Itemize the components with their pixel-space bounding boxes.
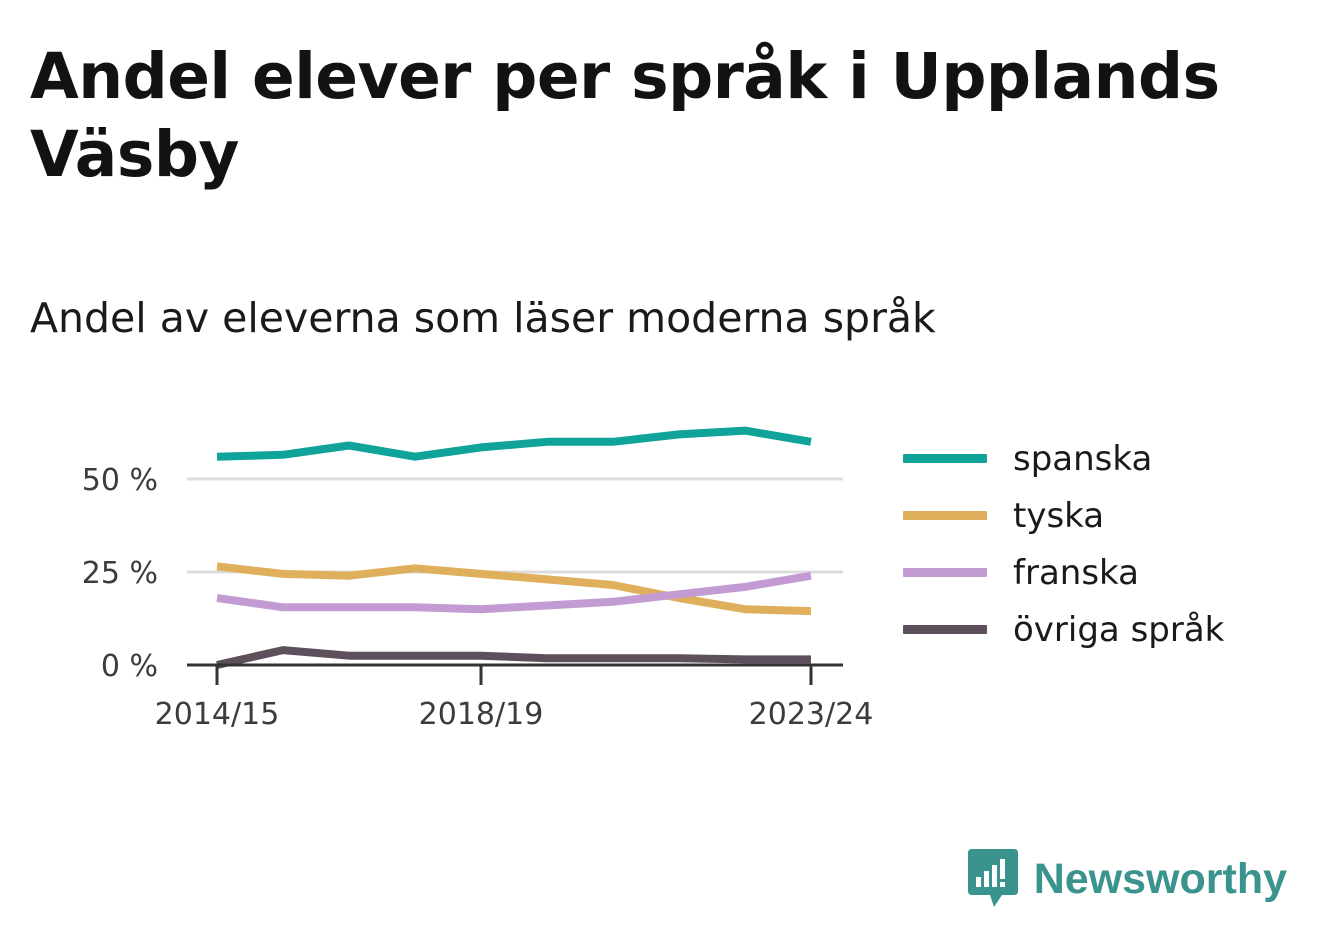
x-tick-label: 2018/19: [419, 697, 544, 732]
legend-item: övriga språk: [903, 601, 1224, 658]
chart-subtitle: Andel av eleverna som läser moderna språ…: [30, 294, 936, 342]
legend-swatch: [903, 625, 987, 634]
series-line-3: [216, 646, 811, 669]
legend-item: franska: [903, 544, 1224, 601]
legend-label: franska: [1013, 552, 1139, 593]
brand-logo: Newsworthy: [967, 849, 1287, 909]
legend-label: övriga språk: [1013, 609, 1225, 650]
x-tick-label: 2023/24: [749, 697, 874, 732]
y-axis-labels: 0 % 25 % 50 %: [82, 463, 158, 684]
brand-name: Newsworthy: [1033, 854, 1287, 903]
x-axis-labels: 2014/15 2018/19 2023/24: [155, 697, 874, 732]
legend-swatch: [903, 568, 987, 577]
legend-item: spanska: [903, 430, 1224, 487]
legend-label: tyska: [1013, 495, 1105, 536]
y-tick-label: 0 %: [101, 649, 158, 684]
chart-title: Andel elever per språk i Upplands Väsby: [30, 40, 1220, 191]
y-tick-label: 25 %: [82, 556, 158, 591]
legend-swatch: [903, 511, 987, 520]
series-line-1: [216, 562, 812, 616]
series-line-2: [216, 571, 812, 614]
legend-item: tyska: [903, 487, 1224, 544]
x-axis: [187, 663, 843, 685]
series-line-0: [216, 426, 812, 461]
legend-label: spanska: [1013, 438, 1153, 479]
newsworthy-logo-icon: [967, 849, 1018, 907]
legend: spanska tyska franska övriga språk: [903, 430, 1224, 658]
x-tick-label: 2014/15: [155, 697, 280, 732]
gridlines: [187, 477, 843, 574]
legend-swatch: [903, 454, 987, 463]
y-tick-label: 50 %: [82, 463, 158, 498]
series-lines: [216, 426, 812, 669]
